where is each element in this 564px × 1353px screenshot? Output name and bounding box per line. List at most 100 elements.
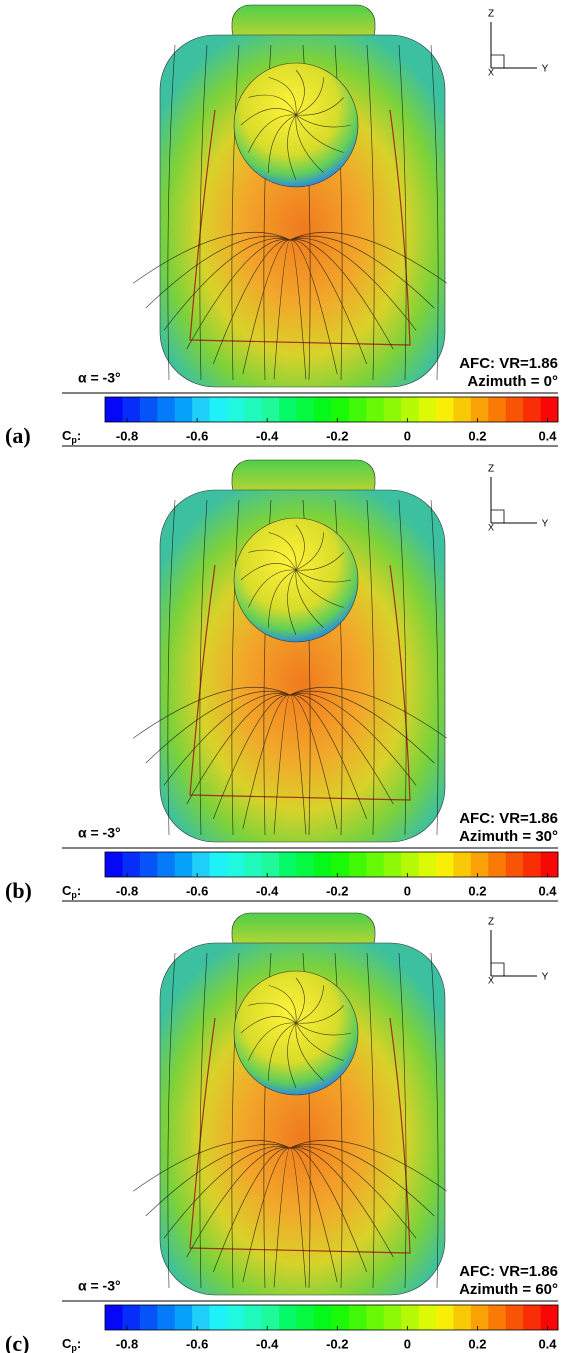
colorbar-symbol: C (62, 1336, 72, 1351)
colorbar-band (540, 852, 559, 877)
colorbar-band (105, 397, 123, 422)
streamline (248, 569, 297, 608)
colorbar-tick-label: 0 (404, 883, 411, 898)
colorbar-band (331, 397, 350, 422)
colorbar-band (261, 1305, 280, 1330)
colorbar-frame (104, 1304, 559, 1331)
colorbar-band (383, 852, 402, 877)
streamline (295, 1022, 352, 1036)
azimuth-label: Azimuth = 0° (467, 373, 558, 390)
colorbar-band (139, 852, 158, 877)
streamline (199, 499, 208, 836)
streamline (240, 563, 297, 581)
colorbar-frame (104, 851, 559, 878)
streamline (273, 239, 291, 380)
colorbar-tick-label: -0.4 (256, 1336, 279, 1351)
panel-label: (a) (5, 423, 31, 448)
streamline (295, 552, 344, 571)
separation-line (189, 564, 411, 801)
colorbar-band (314, 397, 332, 422)
colorbar-band (418, 852, 437, 877)
axis-label: Z (488, 464, 494, 475)
colorbar-band (505, 852, 524, 877)
colorbar-band (122, 1305, 141, 1330)
streamline (186, 239, 291, 350)
streamline (289, 231, 448, 284)
streamline (248, 114, 297, 153)
streamline (295, 114, 344, 153)
panel-label: (b) (5, 878, 32, 903)
streamline (289, 1146, 417, 1239)
separation-line (189, 1017, 411, 1254)
colorbar-band (436, 397, 454, 422)
streamline (167, 44, 176, 381)
colorbar-tick-label: -0.6 (186, 1336, 208, 1351)
streamline (231, 499, 240, 836)
separation-line (189, 109, 411, 346)
dome-streamlines (240, 977, 352, 1089)
colorbar-tick-label: 0.2 (468, 883, 486, 898)
streamline (289, 694, 368, 820)
streamline (132, 1139, 291, 1192)
dome-streamlines (240, 524, 352, 636)
streamline (186, 694, 291, 805)
colorbar-tick-label: -0.8 (116, 883, 138, 898)
axis-box (491, 509, 505, 523)
streamline (287, 1022, 297, 1089)
colorbar-band (488, 1305, 507, 1330)
afc-label: AFC: VR=1.86 (459, 810, 558, 827)
colorbar-band (453, 852, 472, 877)
streamline (430, 499, 439, 836)
streamline (145, 690, 291, 764)
streamline (163, 693, 291, 786)
streamline (186, 1147, 291, 1258)
streamline (248, 1002, 297, 1024)
colorbar-band (348, 397, 367, 422)
azimuth-label: Azimuth = 30° (459, 828, 558, 845)
streamline (145, 1143, 291, 1217)
colorbar-band (470, 397, 489, 422)
streamline (167, 952, 176, 1289)
streamline (231, 44, 240, 381)
azimuth-label: Azimuth = 60° (459, 1281, 558, 1298)
colorbar-band (348, 1305, 367, 1330)
colorbar-band (296, 397, 315, 422)
colorbar-band (209, 397, 228, 422)
axis-label: X (488, 522, 494, 532)
colorbar-band (523, 397, 542, 422)
streamline (212, 694, 291, 820)
colorbar-tick-label: 0.2 (468, 428, 486, 443)
colorbar-band (279, 1305, 298, 1330)
streamline (212, 1147, 291, 1273)
streamline (295, 114, 324, 173)
colorbar-band (174, 852, 193, 877)
colorbar-band (453, 1305, 472, 1330)
streamlines (132, 44, 448, 381)
streamline (248, 94, 297, 116)
streamline (295, 985, 324, 1024)
streamline (145, 235, 291, 309)
streamline (295, 569, 344, 608)
colorbar-band (401, 852, 420, 877)
streamline (268, 114, 297, 173)
colorbar-band (366, 852, 385, 877)
axis-label: X (488, 975, 494, 985)
colorbar-band (383, 397, 402, 422)
colorbar-symbol: C (62, 883, 72, 898)
axis-label: Z (488, 9, 494, 20)
streamline (289, 239, 394, 350)
axis-label: Z (488, 917, 494, 928)
streamline (268, 77, 297, 116)
colorbar-band (139, 397, 158, 422)
colorbar-band (401, 397, 420, 422)
axis-label: Y (542, 64, 549, 75)
streamline (289, 1147, 368, 1273)
colorbar-band (470, 852, 489, 877)
colorbar-band (139, 1305, 158, 1330)
streamline (248, 549, 297, 571)
streamline (132, 231, 291, 284)
streamline (295, 114, 352, 128)
colorbar-band (209, 1305, 228, 1330)
